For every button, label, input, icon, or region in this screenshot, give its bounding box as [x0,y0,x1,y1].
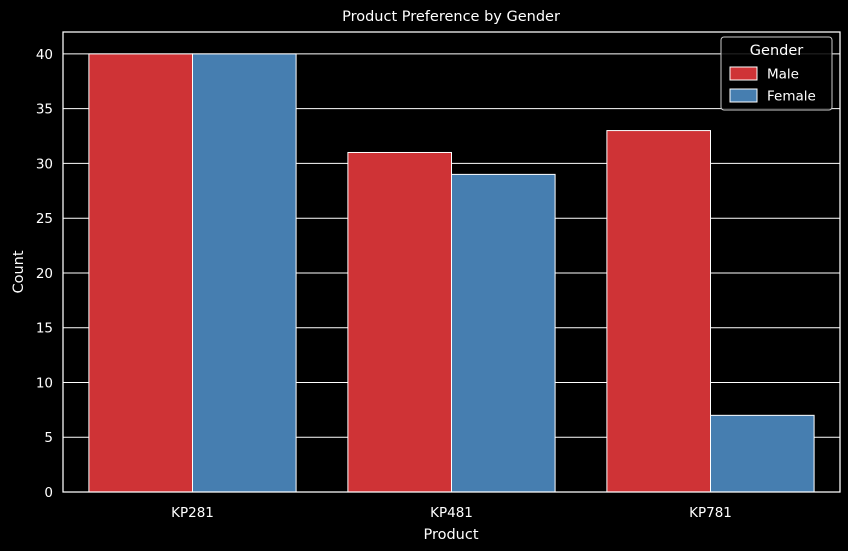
y-axis-label: Count [11,250,27,293]
bar-male-kp281 [88,53,193,493]
y-tick-label: 15 [36,321,53,337]
y-tick-label: 5 [44,430,53,446]
bar-male-kp481 [347,151,452,493]
x-tick-label: KP781 [689,505,732,521]
y-axis-ticks: 0 5 10 15 20 25 30 35 40 [36,47,53,501]
legend-swatch-female [729,88,758,103]
bars [88,53,815,493]
legend-label-male: Male [767,67,799,83]
x-axis-ticks: KP281 KP481 KP781 [171,505,732,521]
plot-frame [62,31,841,493]
y-tick-label: 0 [44,485,53,501]
legend-swatch-male [729,66,758,81]
bar-male-kp781 [606,130,712,493]
y-tick-label: 10 [36,375,53,391]
y-tick-label: 35 [36,102,53,118]
x-axis-label: Product [423,527,478,543]
legend-title: Gender [750,43,803,59]
x-tick-label: KP481 [430,505,473,521]
legend: Gender Male Female [720,36,833,111]
y-tick-label: 40 [36,47,53,63]
bar-female-kp281 [192,53,297,493]
bar-female-kp481 [451,173,556,493]
y-tick-label: 25 [36,211,53,227]
x-tick-label: KP281 [171,505,214,521]
chart-title: Product Preference by Gender [342,9,560,25]
y-tick-label: 20 [36,266,53,282]
bar-female-kp781 [710,414,815,493]
y-tick-label: 30 [36,156,53,172]
legend-label-female: Female [767,89,816,105]
